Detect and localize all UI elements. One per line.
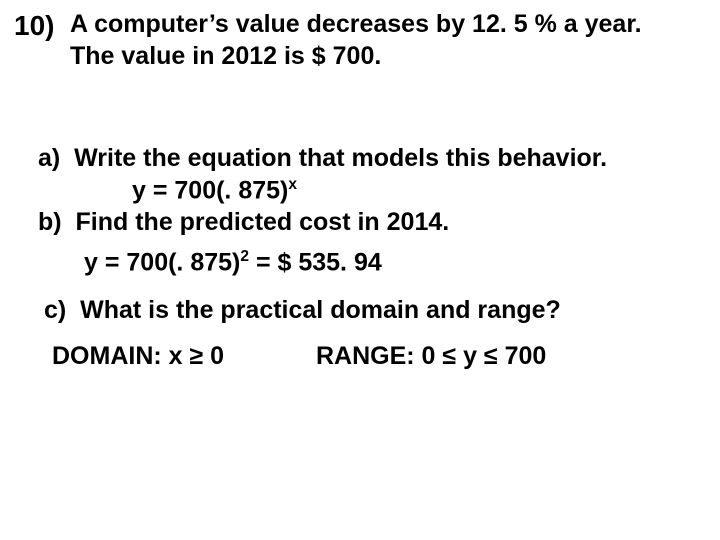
- part-a-label: a) Write the equation that models this b…: [38, 144, 607, 173]
- range-answer: RANGE: 0 ≤ y ≤ 700: [316, 342, 546, 371]
- prompt-line-1: A computer’s value decreases by 12. 5 % …: [70, 10, 642, 39]
- part-a-equation: y = 700(. 875)x: [132, 176, 297, 205]
- part-c-label: c) What is the practical domain and rang…: [44, 296, 561, 325]
- part-c-letter: c): [44, 296, 66, 324]
- part-b-letter: b): [38, 208, 62, 236]
- domain-answer: DOMAIN: x ≥ 0: [52, 342, 224, 371]
- prompt-line-2: The value in 2012 is $ 700.: [70, 42, 381, 71]
- part-a-eq-exp: x: [288, 176, 297, 193]
- problem-page: 10) A computer’s value decreases by 12. …: [0, 0, 720, 540]
- part-b-answer: y = 700(. 875)2 = $ 535. 94: [84, 248, 382, 277]
- part-a-text: Write the equation that models this beha…: [74, 144, 607, 172]
- part-b-text: Find the predicted cost in 2014.: [76, 208, 450, 236]
- part-a-eq-base: y = 700(. 875): [132, 176, 288, 204]
- part-b-eq-base: y = 700(. 875): [84, 248, 240, 276]
- part-a-letter: a): [38, 144, 60, 172]
- part-b-label: b) Find the predicted cost in 2014.: [38, 208, 449, 237]
- part-b-eq-exp: 2: [240, 248, 249, 265]
- part-b-eq-tail: = $ 535. 94: [249, 248, 382, 276]
- problem-number: 10): [14, 10, 54, 42]
- part-c-text: What is the practical domain and range?: [80, 296, 561, 324]
